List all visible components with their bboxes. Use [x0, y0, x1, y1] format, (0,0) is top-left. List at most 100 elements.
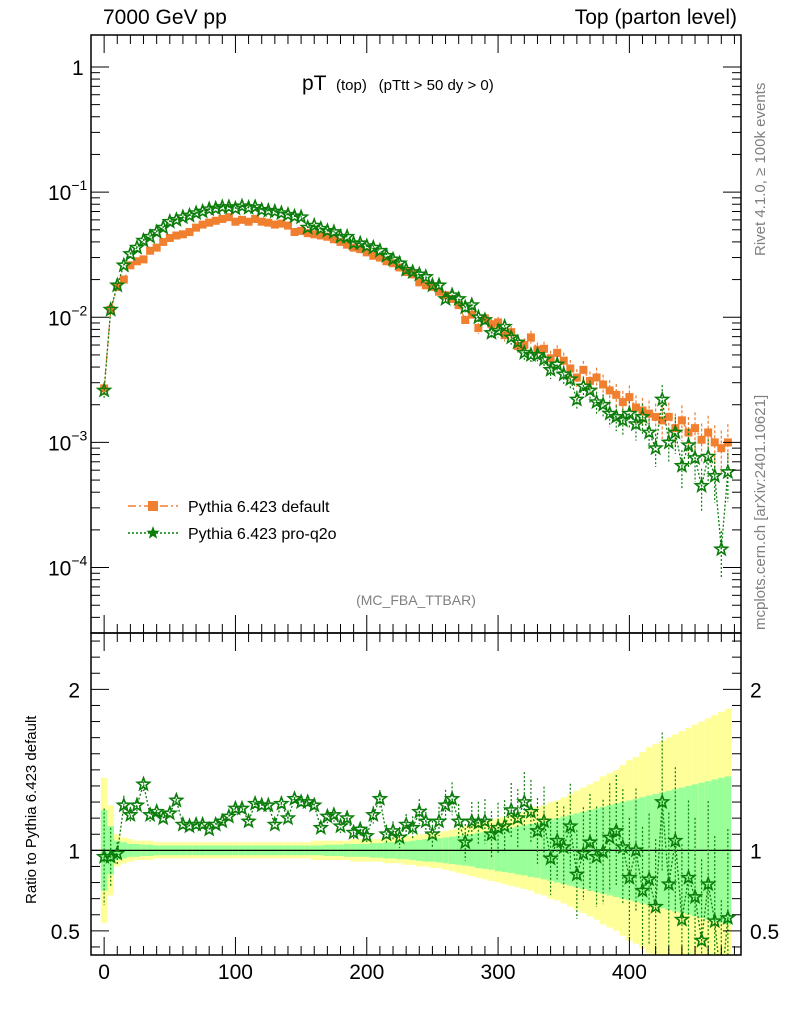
series-default-point — [152, 243, 161, 252]
series-default-point — [172, 231, 181, 240]
ratio-proq2o-point — [299, 793, 316, 810]
series-default-point — [126, 261, 135, 270]
series-proq2o-point — [246, 198, 264, 215]
series-proq2o-point — [680, 436, 697, 453]
ratio-proq2o-point — [128, 796, 146, 813]
series-default-point — [231, 217, 240, 226]
main-ytick-base: 1 — [72, 57, 84, 80]
series-proq2o-point — [686, 449, 704, 466]
series-proq2o-point — [299, 218, 316, 235]
main-title-top: (top) — [336, 77, 367, 94]
series-proq2o-point — [660, 433, 678, 450]
ratio-proq2o-point — [384, 822, 402, 839]
series-default-point — [717, 444, 726, 453]
series-default-point — [651, 412, 660, 421]
series-proq2o-point — [456, 298, 474, 315]
ratio-proq2o-point — [469, 814, 487, 831]
series-proq2o-point — [95, 381, 113, 398]
series-proq2o-point — [272, 204, 290, 221]
series-default-point — [599, 380, 608, 389]
main-ytick-exponent: −2 — [71, 302, 87, 318]
series-proq2o-point — [647, 439, 664, 456]
series-default-point — [421, 281, 430, 290]
ratio-ytick-label-right: 2 — [750, 679, 762, 702]
main-ytick-base: 10 — [48, 432, 71, 455]
series-proq2o-point — [227, 199, 244, 216]
ratio-proq2o-point — [706, 912, 724, 929]
ratio-proq2o-point — [430, 812, 448, 829]
series-default-point — [625, 393, 634, 402]
ratio-proq2o-point — [463, 812, 481, 829]
main-ytick-exponent: −1 — [71, 177, 87, 193]
series-default-point — [238, 215, 247, 224]
series-proq2o-point — [312, 219, 330, 236]
ratio-proq2o-point — [410, 802, 428, 819]
series-default-point — [185, 227, 194, 236]
main-ytick-exponent: −4 — [71, 553, 87, 569]
ratio-proq2o-point — [443, 790, 461, 806]
series-default-point — [612, 390, 621, 399]
series-default-point — [211, 216, 220, 225]
ratio-proq2o-point — [581, 833, 599, 850]
series-proq2o-point — [404, 263, 422, 280]
series-proq2o — [95, 197, 737, 577]
ratio-proq2o-point — [516, 793, 533, 810]
series-proq2o-point — [588, 393, 605, 410]
ratio-proq2o-point — [542, 849, 560, 866]
ratio-proq2o-point — [364, 806, 382, 823]
series-proq2o-point — [601, 404, 619, 421]
series-proq2o-point — [305, 216, 323, 233]
series-default-point — [277, 219, 286, 228]
series-proq2o-point — [568, 390, 586, 407]
series-default-point — [192, 223, 201, 232]
ratio-proq2o-point — [397, 815, 415, 832]
ratio-proq2o-point — [246, 794, 264, 811]
series-default-point — [684, 428, 693, 437]
series-proq2o-point — [102, 300, 120, 317]
ratio-proq2o-point — [417, 812, 435, 829]
main-title: pT (top) (pTtt > 50 dy > 0) — [302, 72, 494, 95]
series-proq2o-point — [470, 308, 487, 325]
ratio-proq2o-point — [338, 809, 356, 826]
series-default-point — [691, 424, 700, 433]
rivet-label: Rivet 4.1.0, ≥ 100k events — [752, 82, 769, 256]
series-default-point — [283, 221, 292, 230]
ratio-proq2o-point — [574, 844, 592, 861]
ratio-proq2o-point — [509, 809, 527, 826]
series-proq2o-point — [699, 447, 717, 464]
series-proq2o-point — [397, 260, 415, 277]
series-default-point — [658, 416, 667, 425]
series-proq2o-point — [607, 408, 625, 424]
series-default-point — [566, 364, 575, 373]
ratio-proq2o-point — [351, 820, 369, 837]
series-proq2o-point — [148, 223, 165, 240]
ratio-proq2o-point — [614, 838, 632, 855]
ratio-ytick-label-left: 1 — [68, 840, 80, 863]
series-proq2o-point — [174, 208, 192, 225]
series-default-point — [382, 257, 391, 266]
ratio-proq2o-point — [266, 815, 284, 832]
series-proq2o-point — [496, 317, 513, 334]
ratio-frame — [90, 632, 742, 956]
main-title-pt: pT — [302, 72, 327, 95]
main-ytick-label: 1 — [72, 57, 84, 80]
ratio-proq2o-point — [305, 796, 323, 813]
ratio-proq2o-point — [168, 791, 185, 808]
ratio-proq2o-point — [489, 819, 507, 835]
series-proq2o-point — [693, 477, 710, 493]
series-default-point — [316, 231, 325, 240]
ratio-proq2o-point — [174, 815, 192, 832]
ratio-proq2o-point — [200, 820, 218, 837]
main-ytick-base: 10 — [48, 182, 71, 205]
series-proq2o-point — [673, 457, 691, 473]
series-default-point — [270, 220, 279, 229]
header-observable: Top (parton level) — [574, 6, 737, 29]
series-proq2o-point — [338, 227, 356, 244]
series-default-point — [343, 240, 352, 249]
series-default-point — [251, 214, 260, 223]
ratio-proq2o-point — [371, 790, 389, 806]
series-proq2o-point — [378, 247, 395, 263]
series-proq2o-point — [391, 254, 409, 271]
ratio-proq2o-point — [673, 910, 691, 927]
